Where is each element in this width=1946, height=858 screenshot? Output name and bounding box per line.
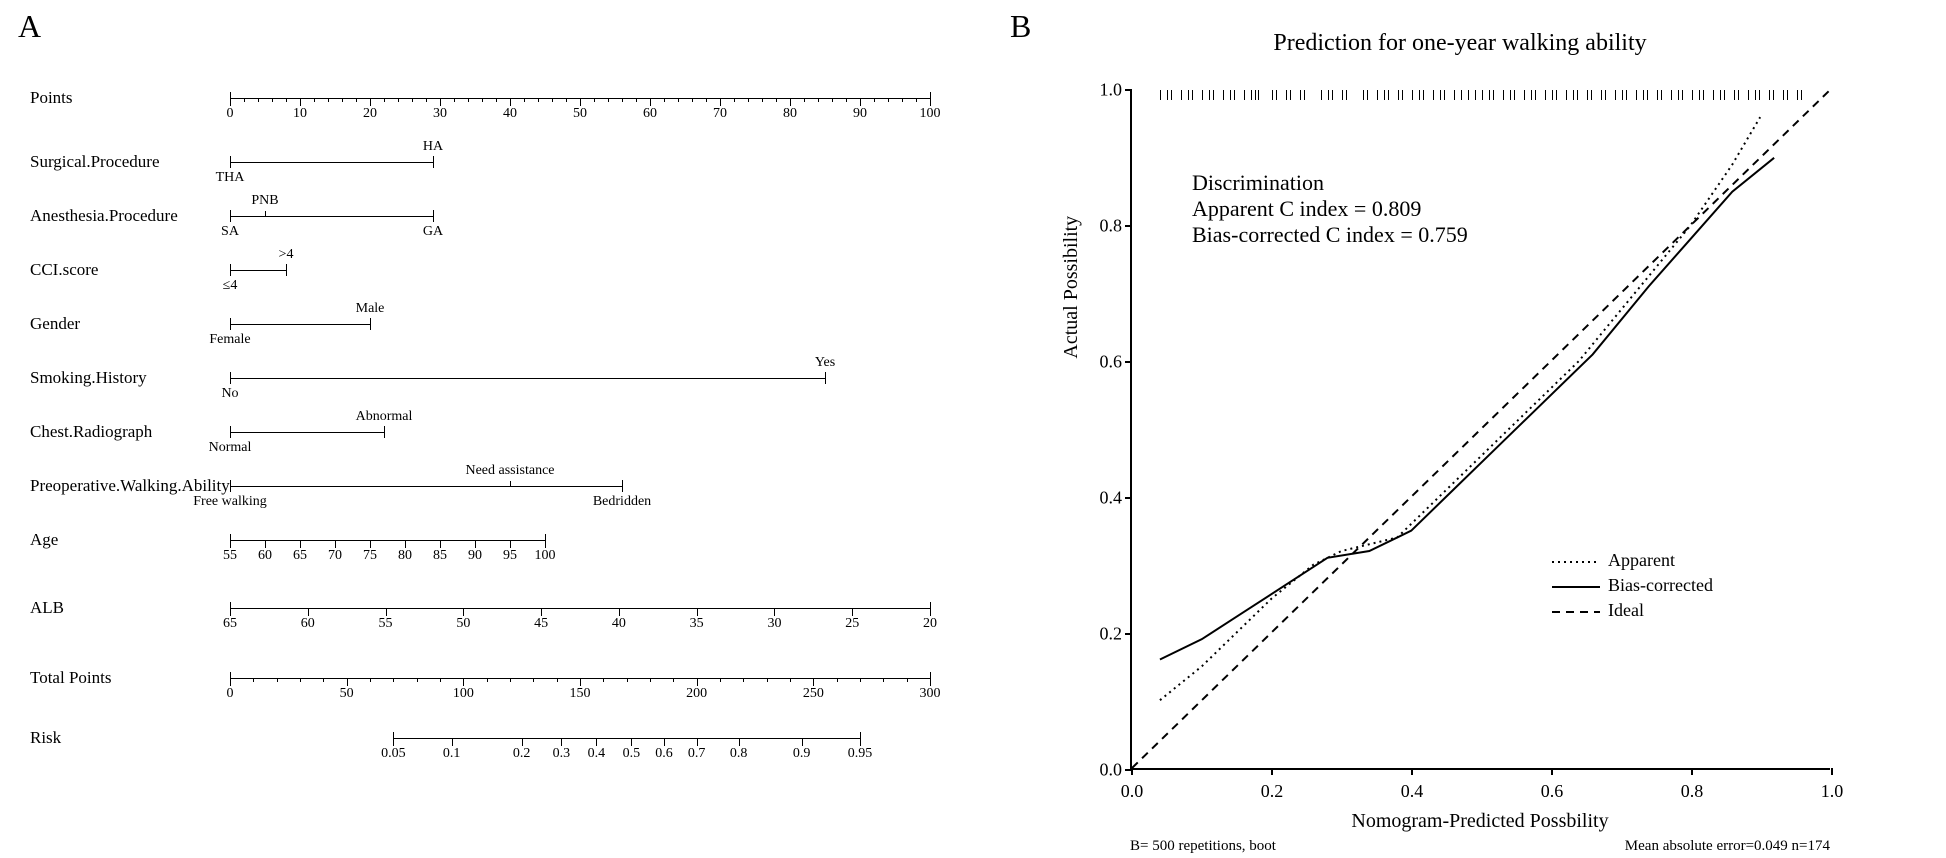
nomo-label: Anesthesia.Procedure — [30, 206, 178, 226]
calibration-plot: Prediction for one-year walking ability … — [1020, 30, 1900, 840]
nomo-label: ALB — [30, 598, 64, 618]
nomo-label: CCI.score — [30, 260, 98, 280]
nomo-row-age: Age556065707580859095100 — [30, 522, 950, 570]
calibration-title: Prediction for one-year walking ability — [1020, 30, 1900, 57]
nomo-label: Risk — [30, 728, 61, 748]
x-axis-label: Nomogram-Predicted Possbility — [1130, 810, 1830, 833]
nomo-row-surgical-procedure: Surgical.ProcedureTHAHA — [30, 144, 950, 192]
nomo-row-cci-score: CCI.score≤4>4 — [30, 252, 950, 300]
nomo-label: Preoperative.Walking.Ability — [30, 476, 230, 496]
nomogram: Points0102030405060708090100 Surgical.Pro… — [30, 70, 950, 830]
nomo-row-chest-radiograph: Chest.RadiographNormalAbnormal — [30, 414, 950, 462]
nomo-label: Total Points — [30, 668, 111, 688]
nomo-label: Points — [30, 88, 73, 108]
nomo-label: Gender — [30, 314, 80, 334]
nomo-row-risk: Risk0.050.10.20.30.40.50.60.70.80.90.95 — [30, 720, 950, 768]
nomo-label: Age — [30, 530, 58, 550]
nomo-row-alb: ALB65605550454035302520 — [30, 590, 950, 638]
legend: ApparentBias-correctedIdeal — [1552, 550, 1713, 625]
nomo-row-smoking-history: Smoking.HistoryNoYes — [30, 360, 950, 408]
discrimination-annotation: DiscriminationApparent C index = 0.809Bi… — [1192, 170, 1468, 248]
nomo-row-total-points: Total Points050100150200250300 — [30, 660, 950, 708]
footnote-right: Mean absolute error=0.049 n=174 — [1625, 838, 1830, 855]
nomo-row-gender: GenderFemaleMale — [30, 306, 950, 354]
plot-area: 0.00.00.20.20.40.40.60.60.80.81.01.0Disc… — [1130, 90, 1830, 770]
nomo-label: Surgical.Procedure — [30, 152, 160, 172]
y-axis-label: Actual Possibility — [1060, 216, 1083, 359]
nomo-row-anesthesia-procedure: Anesthesia.ProcedureSAPNBGA — [30, 198, 950, 246]
nomo-label: Smoking.History — [30, 368, 147, 388]
nomo-row-preoperative-walking-ability: Preoperative.Walking.AbilityFree walking… — [30, 468, 950, 516]
panel-a-label: A — [18, 8, 41, 45]
footnote-left: B= 500 repetitions, boot — [1130, 838, 1276, 855]
nomo-label: Chest.Radiograph — [30, 422, 152, 442]
nomo-row-points: Points0102030405060708090100 — [30, 80, 950, 128]
